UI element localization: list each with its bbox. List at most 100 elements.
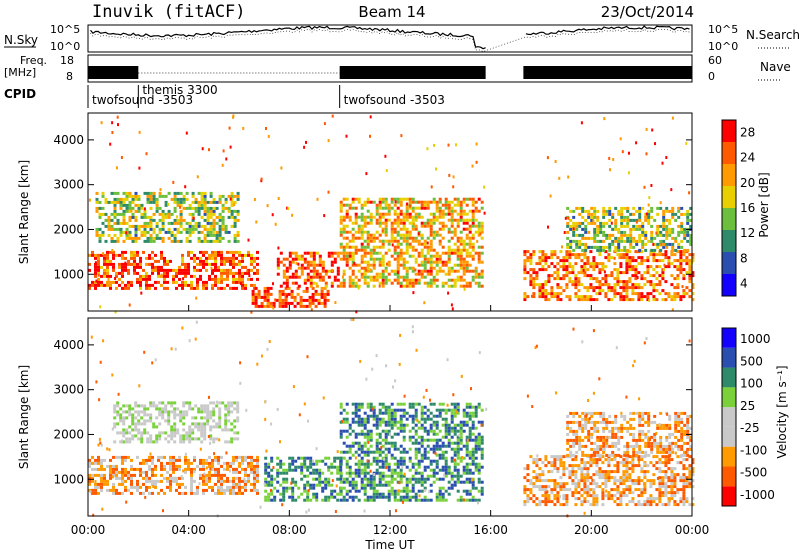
range-gate-cell	[342, 408, 346, 412]
range-gate-cell	[456, 447, 460, 451]
range-gate-cell	[544, 479, 548, 483]
range-gate-cell	[218, 422, 222, 426]
range-gate-cell	[378, 477, 382, 481]
range-gate-cell	[372, 236, 376, 240]
range-gate-cell	[444, 426, 448, 430]
range-gate-cell	[372, 215, 376, 219]
range-gate-cell	[333, 459, 337, 463]
range-gate-cell	[413, 222, 415, 226]
range-gate-cell	[447, 218, 451, 222]
range-gate-cell	[263, 295, 267, 299]
range-gate-cell	[565, 256, 569, 260]
range-gate-cell	[366, 405, 370, 409]
range-gate-cell	[604, 274, 608, 278]
range-gate-cell	[218, 197, 222, 201]
range-gate-cell	[647, 209, 651, 213]
range-gate-cell	[173, 200, 177, 204]
range-gate-cell	[456, 269, 460, 273]
range-gate-cell	[617, 212, 621, 216]
range-gate-cell	[438, 239, 442, 243]
range-gate-cell	[158, 422, 162, 426]
range-gate-cell	[116, 227, 120, 231]
range-gate-cell	[109, 470, 112, 474]
range-gate-cell	[363, 239, 367, 243]
range-gate-cell	[444, 260, 448, 264]
range-gate-cell	[318, 459, 322, 463]
range-gate-cell	[474, 230, 478, 234]
range-gate-cell	[360, 471, 364, 475]
range-gate-cell	[411, 474, 415, 478]
range-gate-cell	[477, 221, 481, 225]
range-gate-cell	[178, 482, 181, 486]
range-gate-cell	[124, 467, 127, 471]
range-gate-cell	[354, 284, 358, 288]
range-gate-cell	[553, 503, 557, 507]
range-gate-cell	[130, 473, 133, 477]
range-gate-cell	[393, 441, 397, 445]
range-gate-cell	[625, 256, 629, 260]
nsearch-label: N.Search	[746, 28, 800, 42]
range-gate-cell	[206, 419, 210, 423]
range-gate-cell	[191, 422, 195, 426]
range-gate-cell	[300, 462, 304, 466]
range-gate-cell	[348, 495, 352, 499]
range-gate-cell	[167, 416, 171, 420]
range-gate-cell	[441, 486, 445, 490]
range-gate-cell	[568, 262, 572, 266]
range-gate-cell	[462, 465, 466, 469]
range-gate-cell	[321, 498, 325, 502]
range-gate-cell	[468, 230, 472, 234]
range-gate-cell	[680, 212, 684, 216]
range-gate-cell	[411, 254, 415, 258]
range-gate-cell	[474, 218, 478, 222]
range-gate-cell	[381, 284, 385, 288]
range-gate-cell	[130, 250, 133, 254]
range-gate-cell	[236, 230, 240, 234]
range-gate-cell	[393, 408, 397, 412]
range-gate-cell	[354, 414, 358, 418]
range-gate-cell	[360, 483, 364, 487]
range-gate-cell	[190, 476, 193, 480]
range-gate-cell	[244, 473, 247, 477]
range-gate-cell	[203, 224, 207, 228]
range-gate-cell	[345, 420, 349, 424]
range-gate-cell	[106, 280, 109, 284]
range-gate-cell	[366, 453, 370, 457]
range-gate-cell	[256, 491, 259, 495]
range-gate-cell	[101, 212, 105, 216]
range-gate-cell	[426, 200, 430, 204]
range-gate-cell	[100, 482, 103, 486]
range-gate-cell	[384, 251, 388, 255]
range-gate-cell	[315, 462, 319, 466]
range-gate-cell	[450, 224, 454, 228]
range-gate-cell	[429, 468, 433, 472]
range-gate-cell	[224, 404, 228, 408]
range-gate-cell	[441, 423, 445, 427]
range-gate-cell	[161, 410, 165, 414]
range-gate-cell	[381, 465, 385, 469]
range-gate-cell	[116, 401, 120, 405]
range-gate-cell	[142, 491, 145, 495]
range-gate-cell	[565, 286, 569, 290]
range-gate-cell	[175, 476, 178, 480]
range-gate-cell	[444, 474, 448, 478]
range-gate-cell	[122, 416, 126, 420]
range-gate-cell	[609, 168, 611, 172]
range-gate-cell	[199, 262, 202, 266]
range-gate-cell	[191, 194, 195, 198]
range-gate-cell	[444, 212, 448, 216]
range-gate-cell	[300, 477, 304, 481]
range-gate-cell	[324, 462, 328, 466]
range-gate-cell	[294, 465, 298, 469]
range-gate-cell	[635, 224, 639, 228]
range-gate-cell	[211, 458, 214, 462]
range-gate-cell	[541, 488, 545, 492]
range-gate-cell	[447, 269, 451, 273]
range-gate-cell	[318, 257, 322, 261]
range-gate-cell	[357, 471, 361, 475]
range-gate-cell	[101, 206, 105, 210]
range-gate-cell	[547, 277, 551, 281]
range-gate-cell	[112, 464, 115, 468]
range-gate-cell	[158, 227, 162, 231]
range-gate-cell	[378, 245, 382, 249]
